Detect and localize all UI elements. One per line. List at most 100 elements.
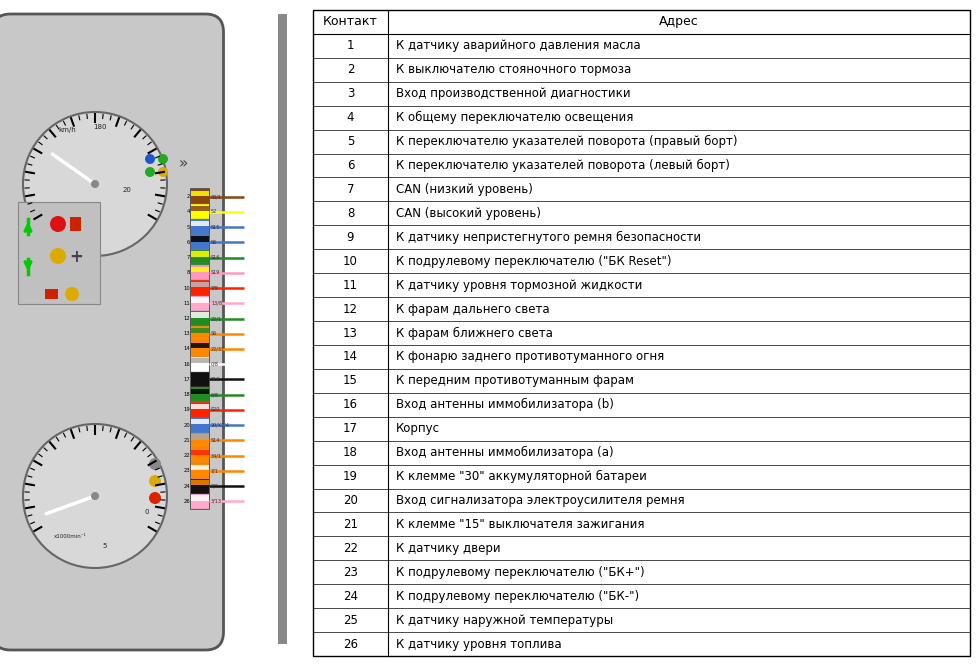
Text: К передним противотуманным фарам: К передним противотуманным фарам bbox=[396, 374, 633, 387]
Bar bbox=[191, 450, 209, 455]
Text: 7/1: 7/1 bbox=[211, 468, 219, 473]
Text: 18: 18 bbox=[343, 446, 358, 459]
Text: К клемме "15" выключателя зажигания: К клемме "15" выключателя зажигания bbox=[396, 518, 644, 531]
Bar bbox=[191, 220, 209, 234]
Text: 14: 14 bbox=[343, 351, 358, 363]
Bar bbox=[191, 252, 209, 257]
Text: К подрулевому переключателю ("БК Reset"): К подрулевому переключателю ("БК Reset") bbox=[396, 255, 671, 268]
Text: CAN (низкий уровень): CAN (низкий уровень) bbox=[396, 183, 532, 196]
Circle shape bbox=[64, 287, 79, 301]
Text: 26: 26 bbox=[343, 637, 358, 651]
Text: +: + bbox=[69, 248, 83, 266]
Circle shape bbox=[158, 167, 168, 177]
Text: 7: 7 bbox=[187, 255, 190, 260]
Text: 34/1: 34/1 bbox=[211, 453, 222, 458]
Circle shape bbox=[91, 492, 99, 500]
Text: Вход сигнализатора электроусилителя ремня: Вход сигнализатора электроусилителя ремн… bbox=[396, 494, 684, 507]
Text: К фарам ближнего света: К фарам ближнего света bbox=[396, 327, 552, 339]
Text: 12: 12 bbox=[343, 303, 358, 315]
Bar bbox=[191, 265, 209, 280]
Text: К датчику уровня тормозной жидкости: К датчику уровня тормозной жидкости bbox=[396, 279, 642, 291]
Bar bbox=[191, 418, 209, 433]
Bar bbox=[191, 343, 209, 348]
Bar bbox=[191, 388, 209, 394]
Text: 24: 24 bbox=[343, 590, 358, 603]
Bar bbox=[191, 205, 209, 220]
Text: Вход производственной диагностики: Вход производственной диагностики bbox=[396, 87, 630, 100]
Text: К переключателю указателей поворота (правый борт): К переключателю указателей поворота (пра… bbox=[396, 135, 737, 148]
Text: К клемме "30" аккумуляторной батареи: К клемме "30" аккумуляторной батареи bbox=[396, 470, 646, 483]
Circle shape bbox=[91, 180, 99, 188]
Text: К общему переключателю освещения: К общему переключателю освещения bbox=[396, 111, 633, 124]
Text: 7/9: 7/9 bbox=[211, 286, 219, 291]
Bar bbox=[191, 465, 209, 470]
Bar bbox=[191, 433, 209, 448]
Bar bbox=[191, 372, 209, 387]
Bar bbox=[191, 387, 209, 402]
Text: 6: 6 bbox=[347, 159, 354, 172]
Text: 0: 0 bbox=[145, 509, 149, 515]
Text: К датчику непристегнутого ремня безопасности: К датчику непристегнутого ремня безопасн… bbox=[396, 231, 701, 244]
Bar bbox=[191, 189, 209, 509]
Wedge shape bbox=[23, 424, 167, 568]
Text: 3/13: 3/13 bbox=[211, 499, 222, 504]
Text: 19: 19 bbox=[343, 470, 358, 483]
Text: S6: S6 bbox=[211, 331, 217, 336]
Bar bbox=[18, 202, 100, 304]
Bar bbox=[70, 217, 81, 231]
Text: 20: 20 bbox=[183, 423, 190, 428]
Circle shape bbox=[149, 492, 161, 504]
Text: К переключателю указателей поворота (левый борт): К переключателю указателей поворота (лев… bbox=[396, 159, 729, 172]
Text: К фонарю заднего противотуманного огня: К фонарю заднего противотуманного огня bbox=[396, 351, 663, 363]
Text: S14: S14 bbox=[211, 438, 220, 443]
FancyBboxPatch shape bbox=[0, 14, 224, 650]
Bar bbox=[191, 327, 209, 333]
Text: 10: 10 bbox=[183, 286, 190, 291]
Bar bbox=[45, 289, 58, 299]
Text: 14: 14 bbox=[183, 347, 190, 351]
Bar bbox=[191, 326, 209, 341]
Bar bbox=[191, 479, 209, 494]
Text: 20: 20 bbox=[122, 187, 131, 193]
Text: 30/1: 30/1 bbox=[211, 194, 222, 199]
Text: km/h: km/h bbox=[58, 127, 76, 133]
Bar bbox=[191, 267, 209, 272]
Text: CAN (высокий уровень): CAN (высокий уровень) bbox=[396, 207, 540, 220]
Text: 2: 2 bbox=[347, 63, 354, 76]
Text: К датчику наружной температуры: К датчику наружной температуры bbox=[396, 614, 613, 627]
Text: 16: 16 bbox=[343, 398, 358, 411]
Text: S16: S16 bbox=[211, 255, 220, 260]
Text: 5: 5 bbox=[347, 135, 354, 148]
Text: 21: 21 bbox=[343, 518, 358, 531]
Text: К подрулевому переключателю ("БК-"): К подрулевому переключателю ("БК-") bbox=[396, 590, 639, 603]
Circle shape bbox=[50, 248, 65, 264]
Text: К датчику уровня топлива: К датчику уровня топлива bbox=[396, 637, 561, 651]
Bar bbox=[191, 295, 209, 311]
Text: 180: 180 bbox=[93, 124, 106, 130]
Text: 7/2: 7/2 bbox=[211, 483, 219, 489]
Text: 10: 10 bbox=[343, 255, 358, 268]
Bar bbox=[191, 358, 209, 363]
Text: S6: S6 bbox=[211, 240, 217, 245]
Bar bbox=[191, 404, 209, 409]
Text: 19: 19 bbox=[183, 408, 190, 412]
Bar bbox=[277, 14, 286, 644]
Text: 20: 20 bbox=[343, 494, 358, 507]
Text: S19: S19 bbox=[211, 270, 220, 276]
Text: 13: 13 bbox=[343, 327, 358, 339]
Bar bbox=[191, 463, 209, 479]
Text: 23: 23 bbox=[184, 468, 190, 473]
Text: 0/8: 0/8 bbox=[211, 362, 219, 367]
Text: Контакт: Контакт bbox=[322, 15, 377, 29]
Bar bbox=[191, 191, 209, 196]
Text: К выключателю стояночного тормоза: К выключателю стояночного тормоза bbox=[396, 63, 630, 76]
Text: 21: 21 bbox=[183, 438, 190, 443]
Text: 16: 16 bbox=[183, 362, 190, 367]
Text: 25: 25 bbox=[343, 614, 358, 627]
Text: 3: 3 bbox=[347, 87, 354, 100]
Text: 23: 23 bbox=[343, 566, 358, 579]
Text: 4: 4 bbox=[187, 209, 190, 214]
Bar bbox=[191, 357, 209, 372]
Circle shape bbox=[145, 154, 154, 164]
Bar bbox=[191, 206, 209, 211]
